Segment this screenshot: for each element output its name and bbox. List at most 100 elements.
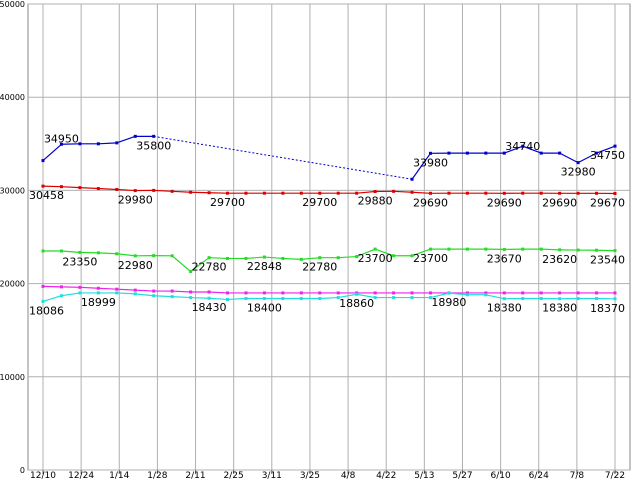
y-tick-label: 40000 — [0, 93, 25, 102]
series-line-segment — [153, 189, 173, 192]
data-point — [558, 297, 562, 301]
data-point — [115, 291, 119, 295]
data-point — [465, 191, 469, 195]
data-label: 18380 — [542, 302, 577, 315]
data-point — [539, 151, 543, 155]
data-label: 23700 — [413, 252, 448, 265]
data-point — [299, 257, 303, 261]
data-point — [189, 269, 193, 273]
data-point — [465, 293, 469, 297]
data-point — [521, 144, 525, 148]
series-4 — [41, 291, 617, 303]
data-point — [373, 296, 377, 300]
data-label: 29690 — [413, 196, 448, 209]
data-point — [576, 297, 580, 301]
y-tick-label: 20000 — [0, 280, 25, 289]
series-line-segment — [61, 186, 80, 189]
data-point — [318, 291, 322, 295]
data-label: 29880 — [358, 195, 393, 208]
data-point — [262, 297, 266, 301]
data-point — [96, 142, 100, 146]
data-point — [447, 151, 451, 155]
data-point — [465, 247, 469, 251]
data-point — [318, 191, 322, 195]
data-label: 23540 — [590, 254, 625, 267]
x-tick-label: 5/13 — [414, 471, 434, 480]
data-point — [521, 191, 525, 195]
data-point — [262, 191, 266, 195]
data-point — [539, 191, 543, 195]
data-point — [428, 191, 432, 195]
series-line-segment — [356, 190, 376, 194]
series-line-segment — [172, 296, 191, 299]
data-point — [189, 290, 193, 294]
data-point — [244, 297, 248, 301]
series-line-segment — [227, 297, 246, 301]
data-point — [613, 249, 617, 253]
series-line-segment — [116, 135, 136, 144]
data-point — [613, 144, 617, 148]
data-point — [133, 292, 137, 296]
data-point — [447, 291, 451, 295]
series-line-segment — [172, 290, 191, 293]
data-label: 18086 — [29, 304, 64, 317]
data-point — [226, 291, 230, 295]
data-point — [59, 185, 63, 189]
grid — [27, 3, 631, 474]
series-line-segment — [135, 293, 154, 297]
data-point — [502, 297, 506, 301]
data-label: 18400 — [247, 302, 282, 315]
series-line-segment — [116, 292, 136, 295]
series-line-segment — [411, 152, 431, 180]
data-point — [502, 291, 506, 295]
series-line-segment — [522, 145, 542, 154]
data-point — [244, 291, 248, 295]
y-tick-label: 30000 — [0, 186, 25, 195]
data-point — [484, 293, 488, 297]
data-label: 18380 — [487, 302, 522, 315]
data-label: 29980 — [118, 194, 153, 207]
series-line-segment — [42, 185, 62, 188]
data-label: 23620 — [542, 253, 577, 266]
data-point — [392, 189, 396, 193]
series-line-segment — [245, 256, 265, 260]
data-point — [576, 291, 580, 295]
data-point — [226, 256, 230, 260]
data-label: 18430 — [192, 301, 227, 314]
y-tick-label: 10000 — [0, 373, 25, 382]
series-line-segment — [190, 296, 210, 299]
data-point — [41, 299, 45, 303]
data-label: 18370 — [590, 302, 625, 315]
data-point — [521, 297, 525, 301]
data-point — [96, 291, 100, 295]
data-point — [281, 191, 285, 195]
data-point — [244, 191, 248, 195]
data-point — [78, 291, 82, 295]
x-tick-label: 12/10 — [30, 471, 56, 480]
data-point — [41, 159, 45, 163]
data-point — [428, 296, 432, 300]
data-label: 22848 — [247, 260, 282, 273]
data-point — [355, 292, 359, 296]
data-label: 34740 — [505, 140, 540, 153]
data-point — [410, 296, 414, 300]
y-axis-tick-labels: 0 10000 20000 30000 40000 50000 — [0, 0, 25, 475]
data-point — [244, 256, 248, 260]
data-point — [170, 295, 174, 299]
plot-border — [27, 3, 631, 471]
x-tick-label: 4/8 — [341, 471, 356, 480]
data-point — [78, 142, 82, 146]
series-line-segment — [559, 152, 579, 164]
series-line-segment — [485, 294, 505, 300]
data-point — [318, 256, 322, 260]
data-point — [152, 134, 156, 138]
data-point — [392, 296, 396, 300]
data-point — [502, 191, 506, 195]
data-point — [133, 254, 137, 258]
series-line-segment — [42, 295, 62, 303]
data-point — [226, 297, 230, 301]
data-label: 32980 — [561, 166, 596, 179]
data-point — [355, 191, 359, 195]
data-point — [336, 291, 340, 295]
